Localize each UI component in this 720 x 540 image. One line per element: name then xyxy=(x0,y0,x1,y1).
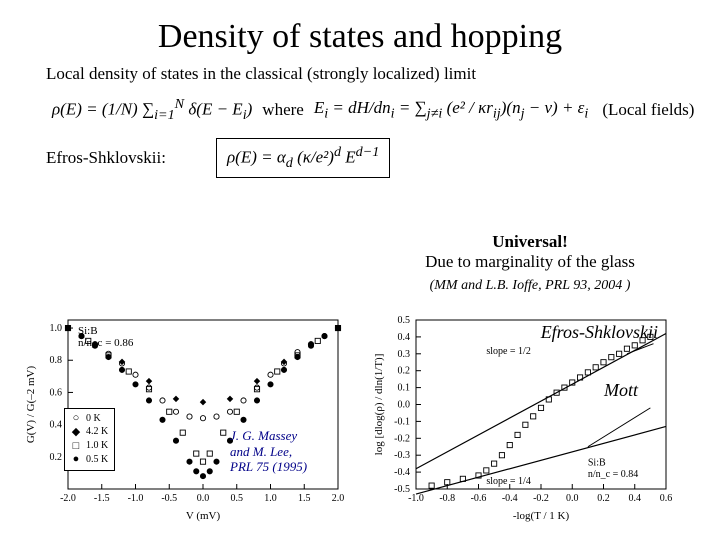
svg-text:-0.6: -0.6 xyxy=(471,493,487,504)
legend-row: □ 1.0 K xyxy=(71,440,108,454)
right-chart: -1.0 -0.8 -0.6 -0.4 -0.2 0.0 0.2 0.4 0.6 -0.5 -0.4… xyxy=(368,310,678,525)
efros-equation: ρ(E) = αd (κ/e²)d Ed−1 xyxy=(216,138,390,178)
local-fields-label: (Local fields) xyxy=(588,100,694,120)
legend-label: 1.0 K xyxy=(86,440,108,453)
citation-ioffe: (MM and L.B. Ioffe, PRL 93, 2004 ) xyxy=(380,278,680,294)
legend-label: 0 K xyxy=(86,413,101,426)
svg-text:0.1: 0.1 xyxy=(398,383,411,394)
svg-text:-log(T / 1 K): -log(T / 1 K) xyxy=(513,510,570,522)
cit-l2: and M. Lee, xyxy=(230,444,292,459)
svg-text:-0.3: -0.3 xyxy=(394,450,410,461)
svg-text:0.0: 0.0 xyxy=(398,400,411,411)
charts-container: -2.0-1.5-1.0-0.50.00.51.01.52.00.20.40.6… xyxy=(20,310,678,525)
legend-row: ◆ 4.2 K xyxy=(71,426,108,440)
svg-text:0.5: 0.5 xyxy=(398,315,411,326)
legend-label: 4.2 K xyxy=(86,426,108,439)
svg-text:-0.8: -0.8 xyxy=(439,493,455,504)
svg-text:2.0: 2.0 xyxy=(332,493,345,504)
svg-text:-0.5: -0.5 xyxy=(394,484,410,495)
svg-text:slope = 1/2: slope = 1/2 xyxy=(486,346,531,357)
svg-text:-1.0: -1.0 xyxy=(128,493,144,504)
svg-text:0.0: 0.0 xyxy=(566,493,579,504)
efros-row: Efros-Shklovskii: ρ(E) = αd (κ/e²)d Ed−1 xyxy=(0,138,720,184)
svg-text:0.2: 0.2 xyxy=(597,493,610,504)
svg-text:-0.4: -0.4 xyxy=(394,467,410,478)
svg-text:V (mV): V (mV) xyxy=(186,510,221,522)
svg-text:n/n_c = 0.86: n/n_c = 0.86 xyxy=(78,337,134,349)
legend-row: ● 0.5 K xyxy=(71,453,108,467)
svg-text:-0.5: -0.5 xyxy=(161,493,177,504)
svg-text:Si:B: Si:B xyxy=(78,325,98,337)
left-chart-legend: ○ 0 K ◆ 4.2 K □ 1.0 K ● 0.5 K xyxy=(64,408,115,471)
svg-text:slope = 1/4: slope = 1/4 xyxy=(486,476,531,487)
svg-text:-1.0: -1.0 xyxy=(408,493,424,504)
universal-note: Universal! Due to marginality of the gla… xyxy=(380,232,680,272)
svg-text:Si:B: Si:B xyxy=(588,457,606,468)
svg-text:-0.1: -0.1 xyxy=(394,416,410,427)
citation-massey: J. G. Massey and M. Lee, PRL 75 (1995) xyxy=(230,428,340,475)
legend-row: ○ 0 K xyxy=(71,412,108,426)
svg-text:0.6: 0.6 xyxy=(50,387,63,398)
legend-symbol: ○ xyxy=(71,412,81,426)
svg-text:0.6: 0.6 xyxy=(660,493,673,504)
svg-text:G(V) / G(–2 mV): G(V) / G(–2 mV) xyxy=(25,366,37,444)
left-chart: -2.0 -1.5 -1.0 -0.5 0.0 0.5 1.0 1.5 2.0 0.2 0.4 0.6… xyxy=(20,310,350,525)
svg-text:n/n_c = 0.84: n/n_c = 0.84 xyxy=(588,469,638,480)
svg-text:0.3: 0.3 xyxy=(398,349,411,360)
legend-label: 0.5 K xyxy=(86,454,108,467)
cit-l1: J. G. Massey xyxy=(230,428,297,443)
universal-line2: Due to marginality of the glass xyxy=(425,252,635,271)
svg-text:-1.5: -1.5 xyxy=(94,493,110,504)
page-title: Density of states and hopping xyxy=(0,0,720,64)
equation-row: ρ(E) = (1/N) ∑i=1N δ(E − Ei) where Ei = … xyxy=(0,96,720,138)
universal-line1: Universal! xyxy=(492,232,568,251)
right-chart-svg: -1.0 -0.8 -0.6 -0.4 -0.2 0.0 0.2 0.4 0.6 -0.5 -0.4… xyxy=(368,310,678,525)
svg-text:0.4: 0.4 xyxy=(629,493,642,504)
svg-text:1.0: 1.0 xyxy=(264,493,277,504)
rho-equation: ρ(E) = (1/N) ∑i=1N δ(E − Ei) xyxy=(52,96,252,124)
svg-text:0.4: 0.4 xyxy=(50,420,63,431)
subtitle: Local density of states in the classical… xyxy=(0,64,720,96)
svg-text:1.0: 1.0 xyxy=(50,323,63,334)
svg-text:-0.2: -0.2 xyxy=(394,433,410,444)
where-label: where xyxy=(252,100,314,120)
svg-text:-2.0: -2.0 xyxy=(60,493,76,504)
svg-text:-0.4: -0.4 xyxy=(502,493,518,504)
legend-symbol: □ xyxy=(71,440,81,454)
svg-text:0.2: 0.2 xyxy=(398,366,411,377)
legend-symbol: ◆ xyxy=(71,426,81,440)
efros-label: Efros-Shklovskii: xyxy=(46,148,216,168)
legend-symbol: ● xyxy=(71,453,81,467)
svg-text:0.0: 0.0 xyxy=(197,493,210,504)
svg-text:0.8: 0.8 xyxy=(50,355,63,366)
svg-text:1.5: 1.5 xyxy=(298,493,311,504)
svg-text:0.2: 0.2 xyxy=(50,452,63,463)
ei-equation: Ei = dH/dni = ∑j≠i (e² / κrij)(nj − ν) +… xyxy=(314,98,588,122)
svg-text:0.5: 0.5 xyxy=(231,493,244,504)
svg-text:log [dlog(ρ) / dln(1/T)]: log [dlog(ρ) / dln(1/T)] xyxy=(373,354,385,456)
cit-l3: PRL 75 (1995) xyxy=(230,459,307,474)
svg-text:0.4: 0.4 xyxy=(398,332,411,343)
svg-text:-0.2: -0.2 xyxy=(533,493,549,504)
